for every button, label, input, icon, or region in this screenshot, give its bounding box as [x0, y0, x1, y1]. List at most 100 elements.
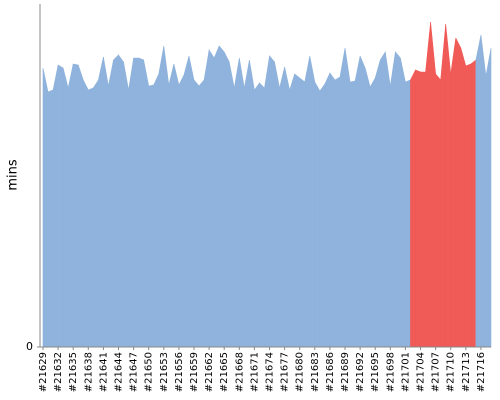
x-tick-label: #21680 — [295, 352, 306, 392]
area-segment — [309, 55, 316, 348]
x-tick-label: #21704 — [416, 352, 427, 392]
area-segment — [148, 84, 155, 348]
area-segment — [123, 61, 129, 348]
area-segment — [405, 79, 411, 348]
x-tick-label: #21659 — [189, 352, 200, 392]
area-segment — [213, 45, 220, 348]
area-segment — [344, 47, 351, 348]
area-segment — [435, 73, 441, 348]
area-segment — [67, 63, 74, 348]
area-segment — [218, 45, 225, 348]
area-segment — [42, 67, 49, 348]
area-segment — [480, 34, 487, 348]
area-segment — [133, 57, 139, 348]
area-segment — [455, 37, 462, 348]
area-segment — [264, 55, 270, 348]
x-tick-label: #21629 — [38, 352, 49, 392]
area-segment — [430, 21, 436, 348]
x-tick-label: #21716 — [476, 352, 487, 392]
area-segment — [329, 72, 336, 348]
area-segment — [319, 83, 326, 348]
area-segment — [163, 45, 170, 348]
area-segment — [249, 59, 255, 348]
area-segment — [440, 23, 446, 348]
area-segment — [193, 79, 200, 348]
x-tick-label: #21710 — [446, 352, 457, 392]
area-segment — [369, 76, 376, 348]
area-segment — [93, 78, 99, 348]
area-segment — [72, 63, 79, 348]
x-tick-label: #21674 — [265, 352, 276, 392]
area-segment — [168, 63, 175, 348]
area-segment — [228, 61, 235, 348]
x-tick-label: #21632 — [53, 352, 64, 392]
area-segment — [400, 57, 406, 348]
x-tick-label: #21653 — [159, 352, 170, 392]
area-segment — [354, 55, 361, 348]
y-axis-label: mins — [6, 159, 21, 191]
x-tick-label: #21635 — [68, 352, 79, 392]
area-segment — [450, 37, 457, 348]
y-tick-label: 0 — [26, 340, 33, 353]
area-segment — [445, 23, 452, 348]
area-segment — [254, 82, 260, 348]
area-segment — [198, 79, 205, 348]
area-segment — [485, 47, 492, 348]
x-tick-label: #21662 — [204, 352, 215, 392]
x-tick-label: #21701 — [400, 352, 411, 392]
x-tick-label: #21644 — [114, 352, 125, 392]
area-segment — [108, 59, 114, 348]
x-tick-label: #21638 — [83, 352, 94, 392]
area-segment — [465, 63, 472, 348]
area-segment — [359, 55, 366, 348]
area-segment — [425, 21, 431, 348]
area-segment — [410, 69, 416, 348]
area-segment — [103, 56, 109, 348]
area-segment — [158, 45, 165, 348]
area-segment — [113, 54, 119, 348]
area-segment — [379, 50, 386, 348]
area-segment — [384, 51, 391, 348]
area-segment — [374, 59, 381, 348]
area-segment — [339, 47, 346, 348]
area-segment — [57, 64, 64, 348]
area-segment — [183, 55, 190, 348]
area-segment — [223, 51, 230, 348]
area-segment — [233, 57, 240, 348]
x-tick-label: #21692 — [355, 352, 366, 392]
x-tick-label: #21668 — [234, 352, 245, 392]
x-tick-label: #21641 — [98, 352, 109, 392]
area-segment — [259, 82, 265, 348]
x-tick-label: #21689 — [340, 352, 351, 392]
x-tick-label: #21671 — [249, 352, 260, 392]
x-tick-label: #21677 — [280, 352, 291, 392]
area-segment — [173, 63, 180, 348]
area-segment — [62, 67, 69, 348]
area-segment — [82, 79, 89, 348]
area-segment — [415, 69, 421, 348]
x-tick-label: #21647 — [129, 352, 140, 392]
area-segment — [294, 73, 301, 348]
area-segment — [364, 67, 371, 348]
area-segment — [395, 51, 401, 348]
x-tick-label: #21713 — [461, 352, 472, 392]
area-segment — [47, 89, 54, 348]
x-tick-label: #21650 — [144, 352, 155, 392]
area-segment — [118, 54, 124, 348]
area-segment — [334, 76, 341, 348]
area-segment — [279, 66, 285, 348]
x-tick-label: #21686 — [325, 352, 336, 392]
area-segment — [475, 34, 482, 348]
area-segment — [349, 80, 356, 348]
area-segment — [153, 73, 160, 348]
area-segment — [143, 59, 150, 348]
area-segment — [203, 49, 210, 348]
area-segment — [390, 51, 396, 348]
area-segment — [289, 73, 295, 348]
x-tick-label: #21698 — [385, 352, 396, 392]
area-segment — [470, 59, 477, 348]
area-segment — [128, 57, 134, 348]
x-tick-label: #21695 — [370, 352, 381, 392]
area-segment — [178, 74, 185, 348]
